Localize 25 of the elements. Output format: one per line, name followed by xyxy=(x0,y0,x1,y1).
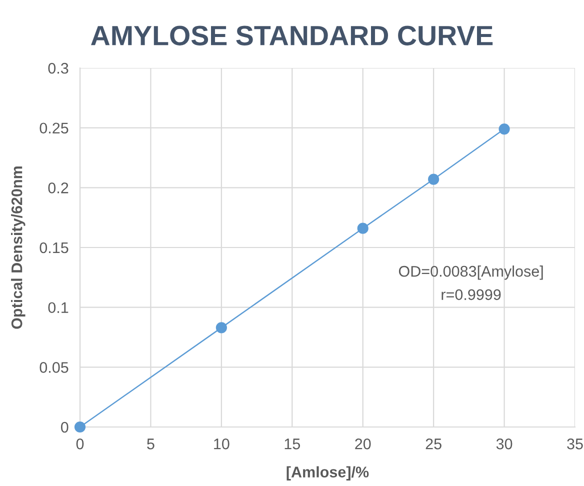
point xyxy=(74,421,86,433)
annotation: r=0.9999 xyxy=(442,289,501,300)
point xyxy=(428,174,440,185)
y-tick-label: 0.25 xyxy=(40,122,68,134)
point xyxy=(498,123,510,135)
x-tick-label: 5 xyxy=(147,438,154,450)
point xyxy=(216,322,227,334)
y-axis-title: Optical Density/620nm xyxy=(11,166,26,329)
x-tick-label: 15 xyxy=(284,438,300,450)
x-tick-label: 10 xyxy=(214,438,230,450)
chart-title: AMYLOSE STANDARD CURVE xyxy=(91,26,493,46)
point xyxy=(357,222,368,234)
y-tick-label: 0.05 xyxy=(40,362,68,373)
annotation: OD=0.0083[Amylose] xyxy=(398,266,543,280)
y-tick-label: 0 xyxy=(60,422,68,433)
y-tick-label: 0.1 xyxy=(48,302,68,314)
x-axis-title: [Amlose]/% xyxy=(286,466,369,480)
y-tick-label: 0.2 xyxy=(48,182,68,194)
x-tick-label: 0 xyxy=(76,438,84,450)
x-tick-label: 20 xyxy=(355,438,371,450)
x-tick-label: 30 xyxy=(496,438,512,450)
y-tick-label: 0.15 xyxy=(40,242,68,254)
y-tick-label: 0.3 xyxy=(48,62,68,74)
x-tick-label: 35 xyxy=(567,438,583,450)
x-tick-label: 25 xyxy=(426,438,442,450)
